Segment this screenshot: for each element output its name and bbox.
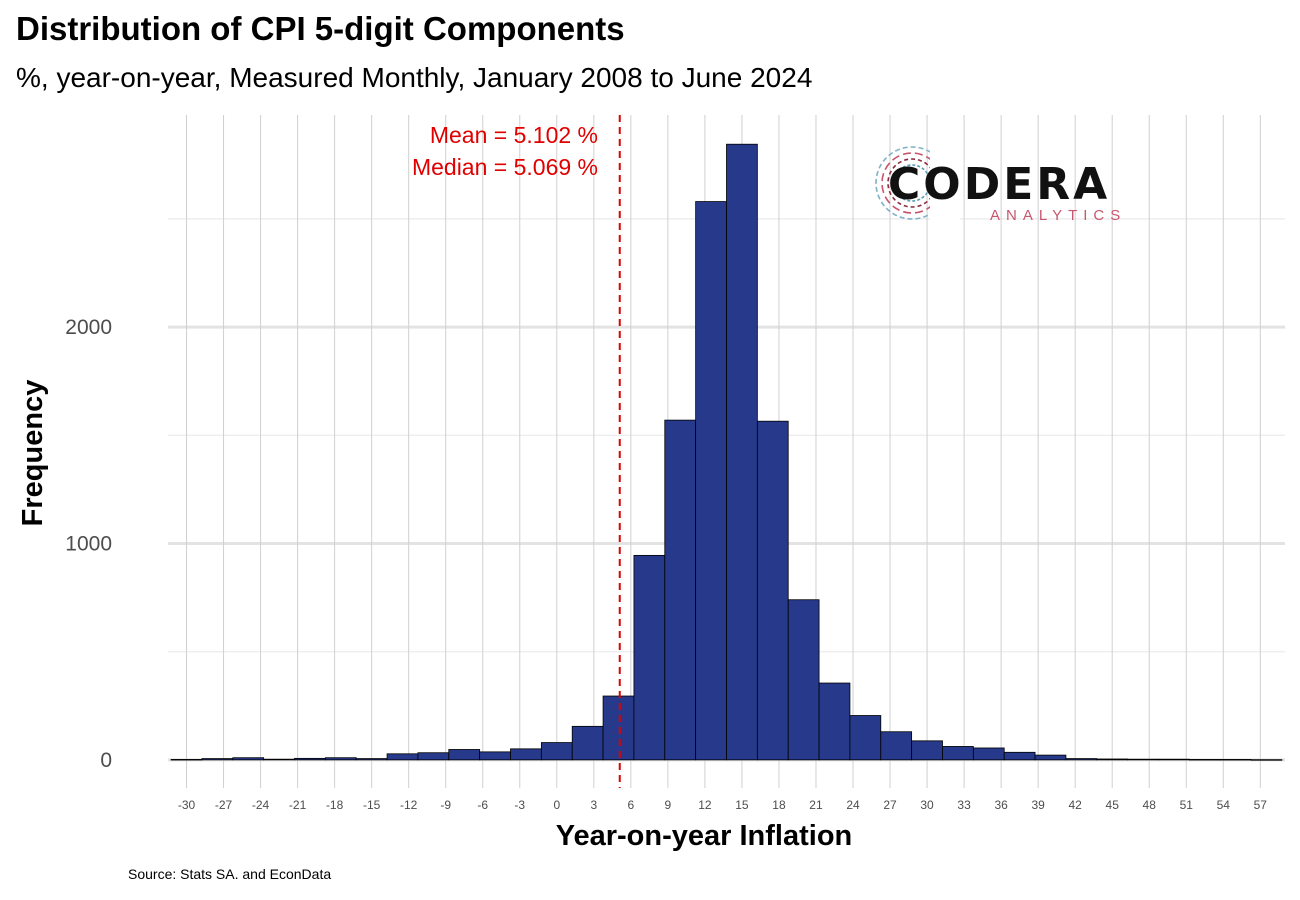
x-tick-label: -18 bbox=[326, 798, 344, 812]
logo-main-text: CODERA bbox=[888, 159, 1110, 210]
x-tick-label: -21 bbox=[289, 798, 307, 812]
y-tick-label: 1000 bbox=[65, 532, 112, 555]
histogram-bar bbox=[1065, 758, 1098, 761]
histogram-bar bbox=[726, 143, 758, 761]
codera-logo: CODERA ANALYTICS bbox=[875, 146, 1126, 224]
y-tick-layer: 0 1000 2000 bbox=[65, 316, 112, 772]
x-tick-label: -6 bbox=[477, 798, 488, 812]
histogram-bar bbox=[448, 749, 481, 761]
histogram-bar bbox=[1158, 758, 1190, 761]
histogram-bar bbox=[510, 748, 542, 761]
histogram-bar bbox=[849, 715, 882, 761]
histogram-bar bbox=[756, 420, 789, 761]
histogram-bar bbox=[232, 757, 265, 761]
histogram-bar bbox=[1034, 754, 1067, 761]
histogram-bar bbox=[880, 731, 913, 761]
y-tick-label: 2000 bbox=[65, 316, 112, 339]
x-tick-label: -24 bbox=[252, 798, 270, 812]
histogram-bar bbox=[695, 201, 727, 761]
x-tick-label: -3 bbox=[514, 798, 525, 812]
x-tick-label: 12 bbox=[698, 798, 712, 812]
histogram-bar bbox=[664, 419, 697, 761]
histogram-bar bbox=[417, 752, 450, 761]
histogram-bar bbox=[818, 682, 851, 761]
x-tick-label: 9 bbox=[665, 798, 672, 812]
x-tick-label: -9 bbox=[440, 798, 451, 812]
x-tick-label: -30 bbox=[178, 798, 196, 812]
histogram-bar bbox=[911, 740, 943, 761]
histogram-bar bbox=[540, 742, 573, 761]
x-tick-label: 24 bbox=[846, 798, 860, 812]
x-tick-label: 6 bbox=[628, 798, 635, 812]
chart-subtitle: %, year-on-year, Measured Monthly, Janua… bbox=[16, 62, 813, 93]
histogram-bar bbox=[972, 747, 1005, 761]
x-tick-label: 36 bbox=[994, 798, 1008, 812]
histogram-bar bbox=[633, 554, 666, 761]
x-tick-label: -12 bbox=[400, 798, 418, 812]
x-tick-label: 18 bbox=[772, 798, 786, 812]
x-tick-label: 27 bbox=[883, 798, 897, 812]
histogram-bar bbox=[1127, 758, 1159, 761]
histogram-bar bbox=[1250, 759, 1283, 761]
x-tick-label: -15 bbox=[363, 798, 381, 812]
x-tick-label: 0 bbox=[553, 798, 560, 812]
x-tick-label: 54 bbox=[1217, 798, 1231, 812]
source-caption: Source: Stats SA. and EconData bbox=[128, 866, 332, 882]
x-tick-label: 30 bbox=[920, 798, 934, 812]
y-tick-label: 0 bbox=[100, 749, 112, 772]
x-tick-label: -27 bbox=[215, 798, 233, 812]
mean-annotation: Mean = 5.102 % bbox=[430, 122, 598, 148]
histogram-bar bbox=[571, 725, 604, 761]
x-axis-title: Year-on-year Inflation bbox=[556, 820, 853, 852]
histogram-bar bbox=[170, 759, 203, 761]
histogram-bar bbox=[787, 599, 820, 761]
histogram-bar bbox=[201, 758, 234, 761]
histogram-bar bbox=[1188, 759, 1221, 761]
median-annotation: Median = 5.069 % bbox=[412, 154, 598, 180]
x-tick-label: 42 bbox=[1068, 798, 1082, 812]
histogram-bar bbox=[1219, 759, 1252, 761]
histogram-bar bbox=[324, 757, 357, 761]
x-tick-label: 51 bbox=[1180, 798, 1194, 812]
x-tick-label: 33 bbox=[957, 798, 971, 812]
histogram-bar bbox=[479, 751, 511, 761]
histogram-bar bbox=[602, 695, 635, 761]
histogram-bar bbox=[1003, 751, 1036, 761]
y-axis-title: Frequency bbox=[17, 380, 49, 527]
x-tick-label: 21 bbox=[809, 798, 823, 812]
chart-title: Distribution of CPI 5-digit Components bbox=[16, 10, 625, 47]
histogram-bar bbox=[1096, 758, 1129, 761]
histogram-bar bbox=[942, 746, 974, 761]
histogram-bar bbox=[355, 758, 388, 761]
x-tick-label: 15 bbox=[735, 798, 749, 812]
histogram-bar bbox=[263, 758, 295, 761]
grid-layer bbox=[168, 115, 1285, 788]
x-tick-label: 48 bbox=[1143, 798, 1157, 812]
x-tick-label: 3 bbox=[590, 798, 597, 812]
x-tick-label: 39 bbox=[1031, 798, 1045, 812]
x-tick-label: 57 bbox=[1254, 798, 1268, 812]
bar-layer bbox=[170, 143, 1283, 761]
histogram-bar bbox=[386, 753, 419, 761]
x-tick-label: 45 bbox=[1106, 798, 1120, 812]
logo-sub-text: ANALYTICS bbox=[990, 207, 1126, 224]
histogram-bar bbox=[294, 757, 326, 761]
x-tick-layer: -30 -27 -24 -21 -18 -15 -12 -9 -6 -3 0 3 6 9 12 15 18 21 2… bbox=[178, 798, 1267, 812]
